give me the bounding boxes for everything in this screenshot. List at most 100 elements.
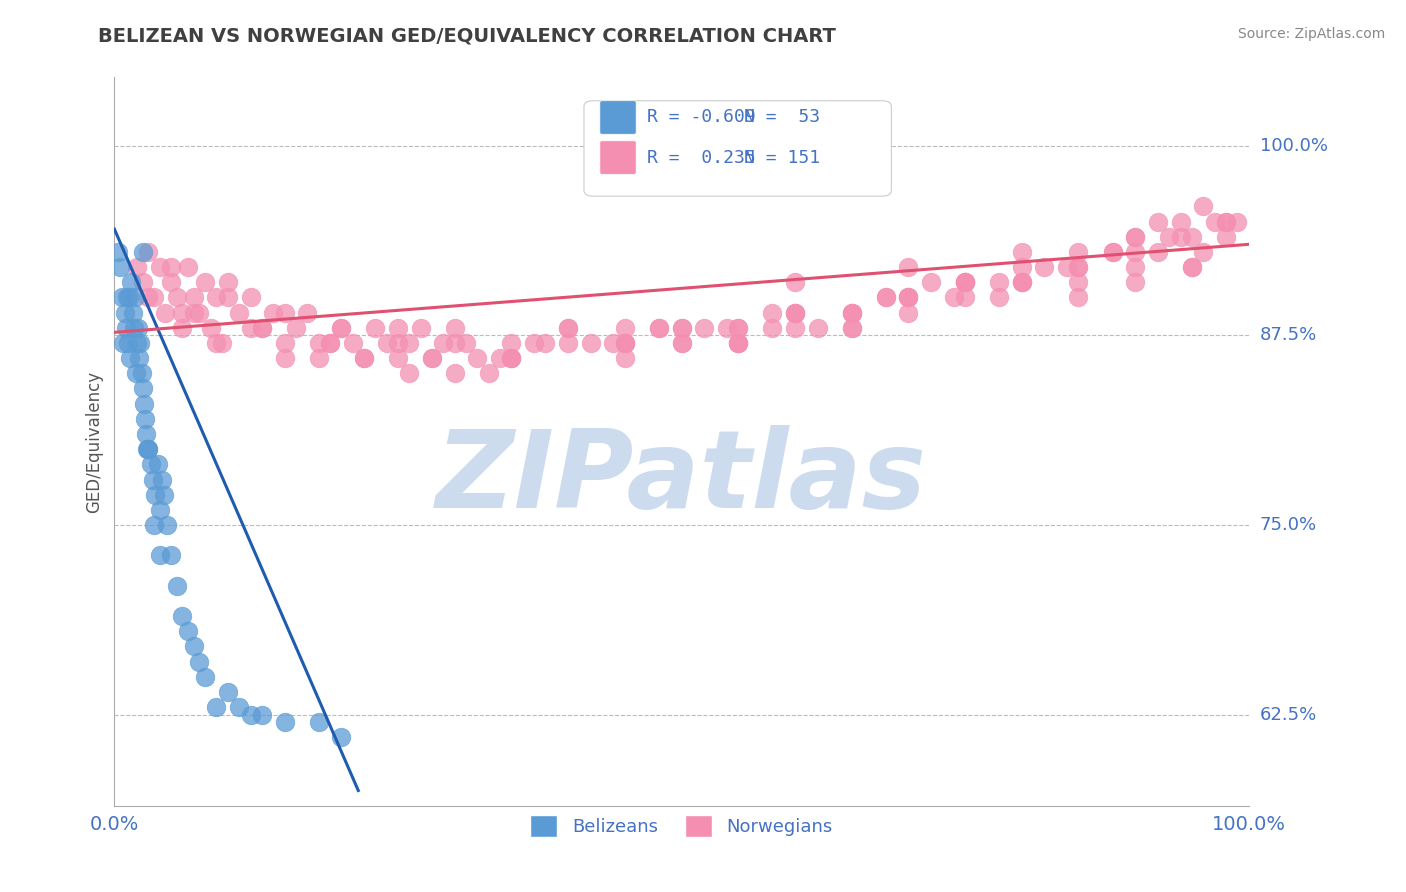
Text: N = 151: N = 151 <box>744 149 820 167</box>
Point <box>132 397 155 411</box>
Point <box>211 335 233 350</box>
Point <box>160 260 183 274</box>
Point <box>308 335 330 350</box>
Point <box>160 275 183 289</box>
Point <box>1056 260 1078 274</box>
Point <box>1101 244 1123 259</box>
Point <box>387 335 409 350</box>
Point <box>124 290 146 304</box>
Point <box>177 260 200 274</box>
Point <box>671 335 693 350</box>
Point <box>262 305 284 319</box>
Point <box>353 351 375 365</box>
Point <box>138 244 160 259</box>
Point <box>319 335 342 350</box>
Point <box>841 305 863 319</box>
Point <box>1067 275 1090 289</box>
Point <box>122 320 145 334</box>
Point <box>1067 244 1090 259</box>
FancyBboxPatch shape <box>600 141 636 174</box>
Point <box>602 335 624 350</box>
Point <box>613 335 636 350</box>
Point <box>727 335 749 350</box>
Point <box>409 320 432 334</box>
Point <box>557 320 579 334</box>
Point <box>953 275 976 289</box>
Point <box>143 290 166 304</box>
Point <box>953 275 976 289</box>
Point <box>1181 260 1204 274</box>
Point <box>188 655 211 669</box>
Point <box>1192 244 1215 259</box>
Point <box>250 320 273 334</box>
Point <box>467 351 489 365</box>
Point <box>716 320 738 334</box>
Point <box>897 290 920 304</box>
Point <box>897 305 920 319</box>
Point <box>1147 214 1170 228</box>
Point <box>942 290 965 304</box>
Point <box>115 290 138 304</box>
FancyBboxPatch shape <box>583 101 891 196</box>
Point <box>783 305 806 319</box>
Point <box>841 320 863 334</box>
Text: 62.5%: 62.5% <box>1260 706 1317 723</box>
Point <box>920 275 942 289</box>
Point <box>841 305 863 319</box>
Y-axis label: GED/Equivalency: GED/Equivalency <box>86 370 103 513</box>
Point <box>1123 275 1146 289</box>
Point <box>783 275 806 289</box>
Point <box>149 549 172 563</box>
Text: ZIPatlas: ZIPatlas <box>436 425 927 531</box>
Point <box>1123 229 1146 244</box>
Point <box>114 320 136 334</box>
Point <box>783 305 806 319</box>
Point <box>172 609 194 624</box>
Text: 87.5%: 87.5% <box>1260 326 1317 344</box>
Point <box>273 305 295 319</box>
Point <box>727 320 749 334</box>
Point <box>420 351 443 365</box>
Point <box>1011 260 1033 274</box>
Point <box>117 335 139 350</box>
Point <box>1033 260 1056 274</box>
Point <box>239 707 262 722</box>
Point <box>1011 275 1033 289</box>
Point <box>284 320 307 334</box>
Point <box>127 260 149 274</box>
Point <box>160 549 183 563</box>
Point <box>534 335 557 350</box>
Point <box>841 305 863 319</box>
Point <box>138 442 160 457</box>
Point <box>1147 244 1170 259</box>
Point <box>239 320 262 334</box>
Point <box>1011 275 1033 289</box>
Point <box>1181 229 1204 244</box>
Point <box>297 305 319 319</box>
Point <box>1215 229 1237 244</box>
Point <box>432 335 454 350</box>
Point <box>217 685 239 699</box>
Point <box>138 442 160 457</box>
Point <box>273 715 295 730</box>
Point <box>375 335 398 350</box>
Point <box>177 624 200 639</box>
Point <box>443 320 465 334</box>
Point <box>273 335 295 350</box>
Point <box>330 320 353 334</box>
Point <box>342 335 364 350</box>
Point <box>420 351 443 365</box>
Point <box>501 335 523 350</box>
Point <box>166 290 188 304</box>
Point <box>1170 214 1192 228</box>
Point <box>139 458 162 472</box>
Point <box>398 366 420 380</box>
Point <box>1067 260 1090 274</box>
Point <box>1123 244 1146 259</box>
Point <box>613 335 636 350</box>
Point <box>172 305 194 319</box>
Point <box>953 275 976 289</box>
Point <box>273 351 295 365</box>
Point <box>1181 260 1204 274</box>
Point <box>648 320 671 334</box>
